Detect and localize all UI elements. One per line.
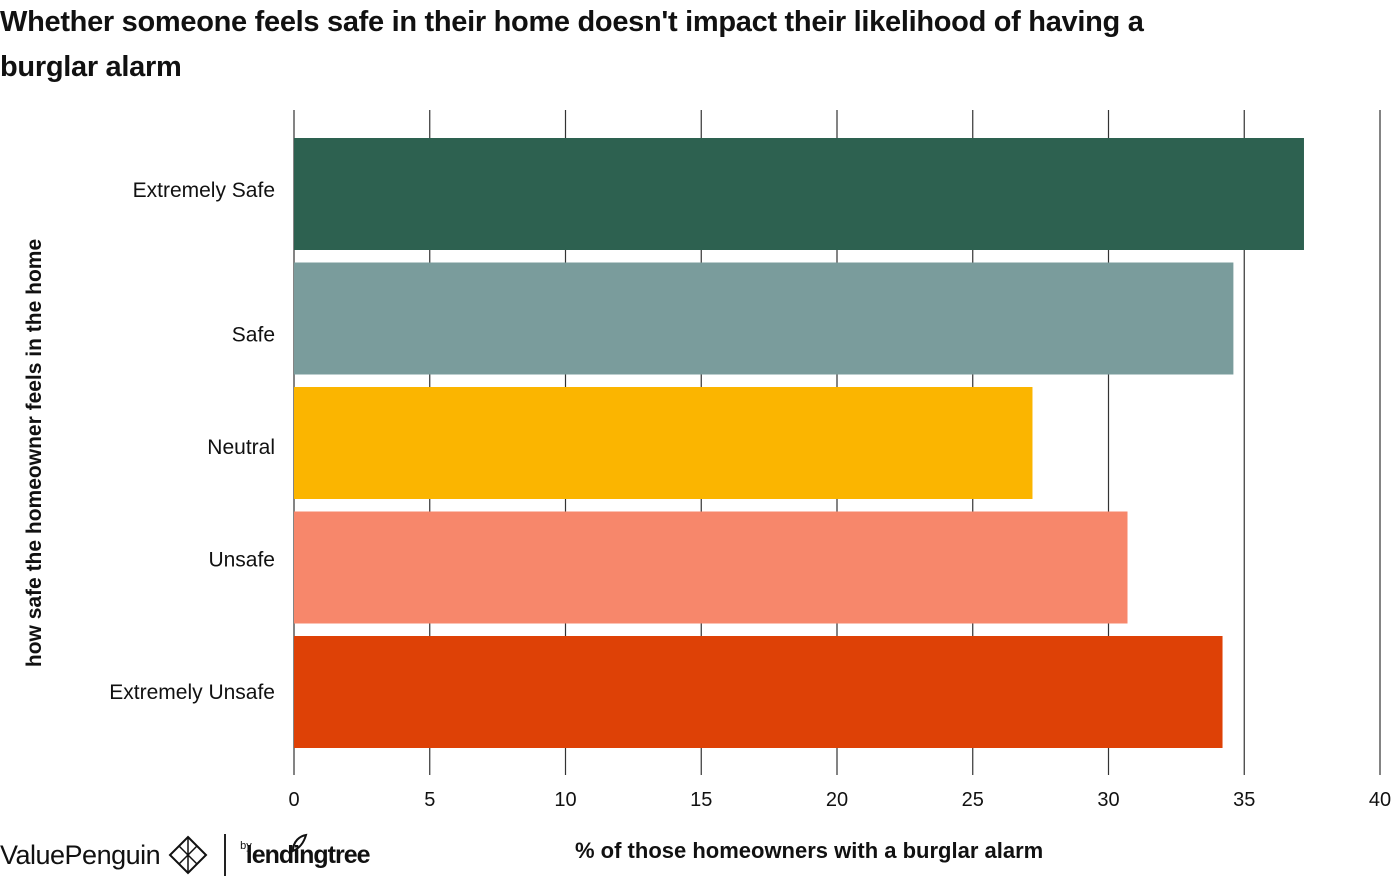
bar-extremely-safe [294,138,1304,250]
bar-neutral [294,387,1033,499]
x-axis-label: % of those homeowners with a burglar ala… [575,838,1044,863]
y-tick-label: Safe [232,324,275,347]
bar-extremely-unsafe [294,636,1223,748]
y-tick-label: Unsafe [208,549,275,572]
x-tick-label: 5 [424,789,435,811]
brand-divider [224,834,227,876]
x-tick-label: 40 [1369,789,1391,811]
x-tick-label: 25 [962,789,984,811]
y-axis-label: how safe the homeowner feels in the home [23,239,46,667]
x-tick-label: 30 [1097,789,1119,811]
bar-chart: Extremely Safe Safe Neutral Unsafe Extremely… [23,110,1391,811]
y-tick-label: Neutral [207,436,275,459]
by-text: by [240,840,252,852]
y-tick-label: Extremely Unsafe [109,681,275,704]
x-tick-label: 0 [288,789,299,811]
x-tick-label: 10 [554,789,576,811]
bar-safe [294,262,1234,375]
brand-footer: ValuePenguin by lendingtree [0,830,371,880]
x-tick-label: 15 [690,789,712,811]
chart-title: Whether someone feels safe in their home… [0,6,1144,83]
valuepenguin-logo-icon [168,835,208,875]
x-tick-label: 20 [826,789,848,811]
lendingtree-leaf-icon [291,833,308,853]
bars [294,138,1304,748]
x-tick-labels: 0 5 10 15 20 25 30 35 40 [288,789,1391,811]
lendingtree-wordmark: lendingtree [245,840,371,869]
x-tick-label: 35 [1233,789,1255,811]
bar-unsafe [294,511,1128,624]
y-tick-labels: Extremely Safe Safe Neutral Unsafe Extremely… [109,179,275,704]
valuepenguin-wordmark: ValuePenguin [0,839,161,870]
y-tick-label: Extremely Safe [133,179,275,202]
